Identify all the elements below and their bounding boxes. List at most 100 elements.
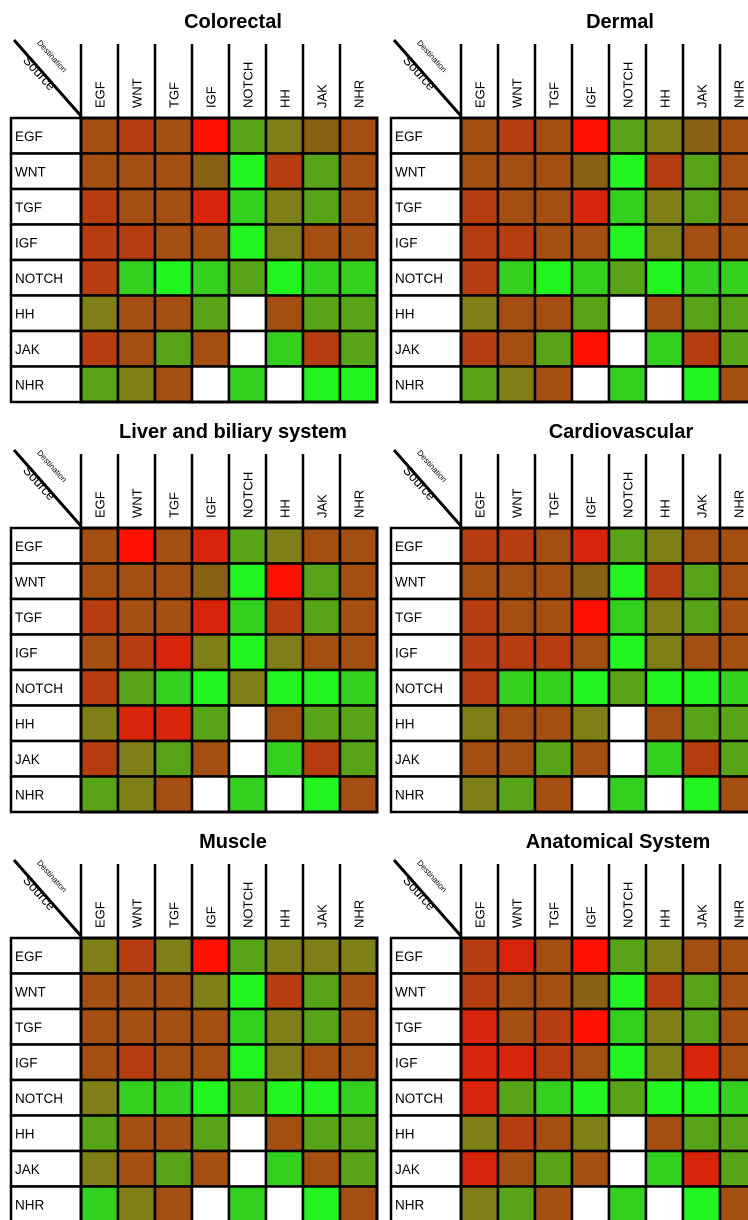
- heatmap-cell: [459, 1043, 500, 1082]
- column-header: TGF: [167, 82, 182, 108]
- heatmap-cell: [227, 597, 268, 636]
- heatmap-cell: [190, 187, 231, 226]
- row-label-box: [389, 1043, 463, 1082]
- heatmap-cell: [301, 152, 342, 191]
- heatmap-cell: [681, 152, 722, 191]
- heatmap-cell: [79, 152, 120, 191]
- panel-title: Anatomical System: [526, 831, 711, 853]
- heatmap-cell: [301, 1114, 342, 1153]
- heatmap-cell: [496, 1114, 537, 1153]
- row-label: IGF: [395, 645, 418, 660]
- row-label: IGF: [395, 1055, 418, 1070]
- row-label: HH: [15, 306, 35, 321]
- heatmap-cell: [116, 258, 157, 297]
- heatmap-cell: [116, 294, 157, 333]
- heatmap-cell: [116, 704, 157, 743]
- heatmap-cell: [227, 1114, 268, 1153]
- row-label: NHR: [395, 1197, 424, 1212]
- heatmap-cell: [607, 1185, 648, 1220]
- heatmap-cell: [190, 1114, 231, 1153]
- grid-frame: [79, 936, 379, 1220]
- row-label: JAK: [395, 342, 420, 357]
- column-header: EGF: [93, 901, 108, 928]
- row-label-box: [9, 365, 83, 404]
- heatmap-cell: [570, 562, 611, 601]
- heatmap-cell: [79, 1149, 120, 1188]
- heatmap-cell: [227, 329, 268, 368]
- column-header: HH: [278, 909, 293, 928]
- heatmap-cell: [190, 1185, 231, 1220]
- heatmap-cell: [153, 562, 194, 601]
- row-label: TGF: [15, 200, 42, 215]
- panel-title: Liver and biliary system: [119, 421, 347, 443]
- column-header: EGF: [473, 901, 488, 928]
- heatmap-cell: [153, 739, 194, 778]
- heatmap-cell: [607, 1149, 648, 1188]
- heatmap-cell: [533, 562, 574, 601]
- heatmap-cell: [227, 1078, 268, 1117]
- heatmap-cell: [338, 597, 379, 636]
- column-header: WNT: [130, 488, 145, 518]
- heatmap-cell: [607, 775, 648, 814]
- row-label-box: [9, 116, 83, 155]
- heatmap-cell: [533, 152, 574, 191]
- heatmap-cell: [459, 936, 500, 975]
- heatmap-cell: [264, 597, 305, 636]
- heatmap-cell: [459, 116, 500, 155]
- heatmap-cell: [79, 1078, 120, 1117]
- heatmap-cell: [338, 329, 379, 368]
- heatmap-cell: [153, 936, 194, 975]
- heatmap-cell: [681, 597, 722, 636]
- row-label: TGF: [395, 610, 422, 625]
- heatmap-cell: [718, 1114, 748, 1153]
- heatmap-cell: [459, 1114, 500, 1153]
- heatmap-cell: [644, 223, 685, 262]
- heatmap-cell: [496, 258, 537, 297]
- column-header: JAK: [695, 904, 710, 928]
- heatmap-cell: [533, 1043, 574, 1082]
- heatmap-cell: [644, 1149, 685, 1188]
- row-label: IGF: [15, 235, 38, 250]
- heatmap-cell: [533, 329, 574, 368]
- heatmap-cell: [190, 972, 231, 1011]
- heatmap-cell: [570, 1078, 611, 1117]
- heatmap-cell: [496, 704, 537, 743]
- heatmap-cell: [681, 1007, 722, 1046]
- column-header: WNT: [130, 898, 145, 928]
- corner-diagonal: [392, 39, 463, 117]
- heatmap-cell: [116, 1185, 157, 1220]
- heatmap-cell: [153, 365, 194, 404]
- heatmap-cell: [264, 1043, 305, 1082]
- heatmap-cell: [153, 187, 194, 226]
- heatmap-cell: [681, 1114, 722, 1153]
- column-header: NOTCH: [241, 62, 256, 108]
- column-header: JAK: [695, 84, 710, 108]
- heatmap-cell: [570, 526, 611, 565]
- heatmap-cell: [227, 187, 268, 226]
- heatmap-cell: [153, 152, 194, 191]
- heatmap-cell: [496, 775, 537, 814]
- heatmap-cell: [459, 1149, 500, 1188]
- row-label: IGF: [395, 235, 418, 250]
- heatmap-cell: [607, 365, 648, 404]
- column-header: JAK: [315, 494, 330, 518]
- row-label-box: [9, 526, 83, 565]
- heatmap-cell: [227, 1149, 268, 1188]
- heatmap-cell: [496, 223, 537, 262]
- heatmap-cell: [338, 152, 379, 191]
- column-header: IGF: [204, 906, 219, 928]
- column-header: NOTCH: [241, 882, 256, 928]
- heatmap-cell: [338, 258, 379, 297]
- heatmap-cell: [681, 365, 722, 404]
- heatmap-cell: [338, 936, 379, 975]
- heatmap-cell: [264, 1007, 305, 1046]
- heatmap-cell: [264, 329, 305, 368]
- column-header: TGF: [547, 902, 562, 928]
- heatmap-cell: [533, 223, 574, 262]
- heatmap-cell: [190, 704, 231, 743]
- heatmap-cell: [570, 633, 611, 672]
- heatmap-cell: [533, 1185, 574, 1220]
- heatmap-cell: [533, 116, 574, 155]
